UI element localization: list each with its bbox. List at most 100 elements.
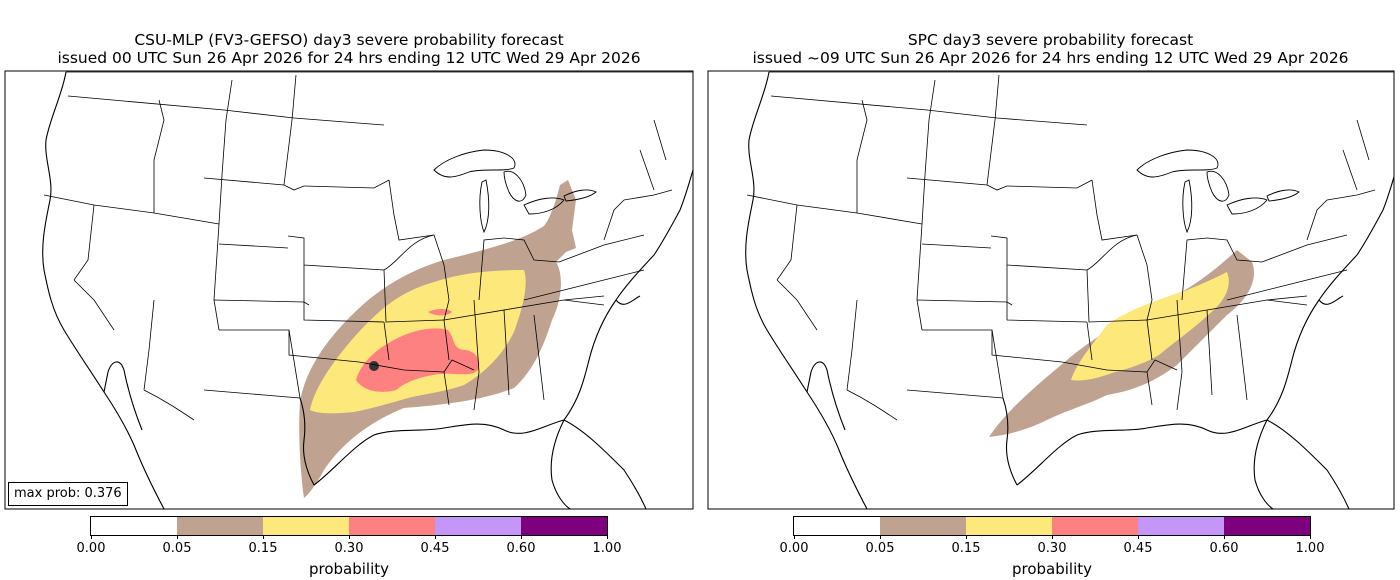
state-boundary bbox=[1342, 149, 1358, 191]
coastline bbox=[615, 295, 641, 305]
state-boundary bbox=[203, 177, 305, 191]
colorbar-tick-mark bbox=[177, 535, 178, 539]
colorbar-segment bbox=[1138, 517, 1224, 535]
great-lake-outline bbox=[479, 179, 490, 234]
right-colorbar bbox=[793, 516, 1311, 536]
great-lake-outline bbox=[523, 197, 565, 215]
max-prob-box: max prob: 0.376 bbox=[8, 482, 128, 506]
state-boundary bbox=[1206, 309, 1213, 396]
state-boundary bbox=[383, 234, 435, 271]
state-boundary bbox=[1176, 299, 1183, 411]
left-colorbar-tick-label: 0.00 bbox=[76, 541, 106, 556]
state-boundary bbox=[1206, 237, 1263, 263]
right-colorbar-label: probability bbox=[1011, 560, 1093, 578]
colorbar-tick-mark bbox=[966, 535, 967, 539]
great-lake-outline bbox=[503, 170, 527, 202]
state-boundary bbox=[906, 389, 1004, 399]
right-title-line1: SPC day3 severe probability forecast bbox=[907, 31, 1194, 49]
colorbar-segment bbox=[263, 517, 349, 535]
left-colorbar-label: probability bbox=[308, 560, 390, 578]
great-lake-outline bbox=[1266, 189, 1300, 202]
state-boundary bbox=[990, 235, 1088, 271]
state-boundary bbox=[922, 329, 1063, 363]
coastline bbox=[1253, 419, 1274, 509]
state-boundary bbox=[388, 179, 435, 241]
left-map-boundaries bbox=[42, 71, 693, 509]
left-max-prob-point bbox=[369, 361, 379, 371]
state-boundary bbox=[143, 299, 155, 391]
left-colorbar-tick-label: 0.15 bbox=[248, 541, 278, 556]
state-boundary bbox=[906, 177, 1008, 191]
state-boundary bbox=[43, 194, 220, 225]
state-boundary bbox=[623, 189, 673, 201]
colorbar-segment bbox=[177, 517, 263, 535]
left-title-line2: issued 00 UTC Sun 26 Apr 2026 for 24 hrs… bbox=[57, 49, 641, 67]
right-map-title: SPC day3 severe probability forecast iss… bbox=[707, 31, 1394, 67]
state-boundary bbox=[1306, 199, 1328, 241]
state-boundary bbox=[856, 99, 868, 213]
state-boundary bbox=[218, 79, 233, 225]
coastline bbox=[103, 361, 143, 431]
great-lake-outline bbox=[1182, 179, 1193, 234]
state-boundary bbox=[1146, 371, 1153, 406]
state-boundary bbox=[219, 329, 360, 363]
right-colorbar-tick-label: 0.05 bbox=[865, 541, 895, 556]
colorbar-segment bbox=[1052, 517, 1138, 535]
state-boundary bbox=[1086, 269, 1148, 323]
colorbar-segment bbox=[880, 517, 966, 535]
colorbar-segment bbox=[521, 517, 607, 535]
state-boundary bbox=[921, 79, 936, 225]
state-boundary bbox=[653, 119, 667, 161]
coastline bbox=[1318, 295, 1344, 305]
colorbar-tick-mark bbox=[349, 535, 350, 539]
state-boundary bbox=[473, 299, 480, 411]
coastline bbox=[563, 419, 647, 509]
coastline bbox=[1002, 397, 1018, 486]
colorbar-segment bbox=[349, 517, 435, 535]
state-boundary bbox=[986, 74, 1000, 186]
state-boundary bbox=[1006, 265, 1088, 323]
colorbar-tick-mark bbox=[263, 535, 264, 539]
left-colorbar-tick-label: 0.45 bbox=[420, 541, 450, 556]
state-boundary bbox=[1006, 301, 1013, 306]
state-boundary bbox=[746, 194, 923, 225]
state-boundary bbox=[443, 371, 450, 406]
state-boundary bbox=[921, 243, 992, 249]
state-boundary bbox=[603, 199, 625, 241]
colorbar-tick-mark bbox=[1138, 535, 1139, 539]
left-colorbar-tick-label: 0.05 bbox=[162, 541, 192, 556]
state-boundary bbox=[1006, 179, 1093, 189]
state-boundary bbox=[283, 74, 297, 186]
state-boundary bbox=[1136, 234, 1153, 321]
state-boundary bbox=[478, 237, 505, 301]
state-boundary bbox=[1086, 321, 1093, 361]
right-colorbar-tick-label: 0.00 bbox=[779, 541, 809, 556]
great-lake-outline bbox=[433, 149, 516, 178]
left-colorbar-tick-label: 1.00 bbox=[592, 541, 622, 556]
colorbar-segment bbox=[435, 517, 521, 535]
state-boundary bbox=[1226, 269, 1348, 301]
state-boundary bbox=[73, 204, 95, 281]
right-colorbar-tick-label: 0.30 bbox=[1037, 541, 1067, 556]
state-boundary bbox=[916, 223, 923, 331]
state-boundary bbox=[1261, 234, 1348, 263]
state-boundary bbox=[213, 299, 305, 303]
state-boundary bbox=[287, 235, 385, 271]
state-boundary bbox=[503, 309, 510, 396]
right-colorbar-tick-label: 0.15 bbox=[951, 541, 981, 556]
state-boundary bbox=[1091, 179, 1138, 241]
great-lake-outline bbox=[563, 189, 597, 202]
state-boundary bbox=[1326, 189, 1376, 201]
state-boundary bbox=[916, 299, 1008, 303]
colorbar-tick-mark bbox=[1310, 535, 1311, 539]
colorbar-tick-mark bbox=[91, 535, 92, 539]
coastline bbox=[563, 169, 693, 421]
state-boundary bbox=[67, 95, 385, 126]
state-boundary bbox=[153, 99, 165, 213]
state-boundary bbox=[558, 234, 645, 263]
colorbar-segment bbox=[966, 517, 1052, 535]
great-lake-outline bbox=[1226, 197, 1268, 215]
state-boundary bbox=[639, 149, 655, 191]
left-title-line1: CSU-MLP (FV3-GEFSO) day3 severe probabil… bbox=[134, 31, 564, 49]
right-prob-015-area bbox=[1071, 272, 1229, 381]
